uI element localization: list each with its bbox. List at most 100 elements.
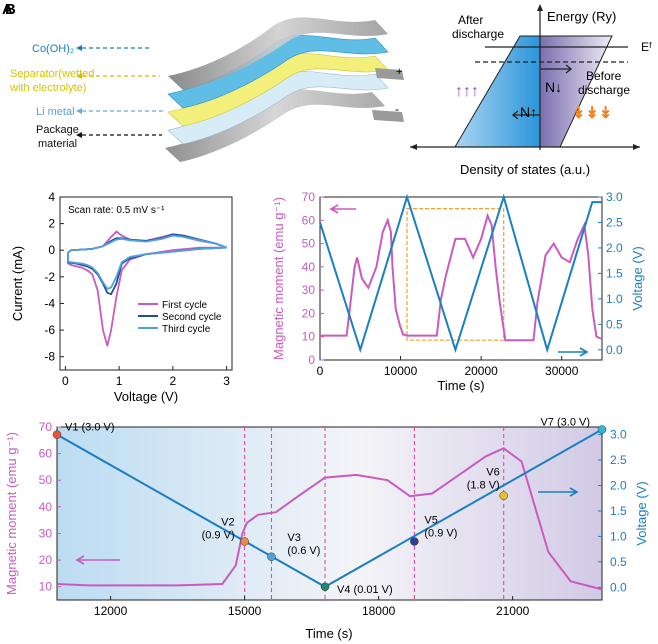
minus-sign: - [395,102,399,116]
after-label-1: After [458,13,483,27]
detail-marker-label: (0.9 V) [202,529,235,541]
label-separator-1: Separator(wetted [10,68,94,80]
detail-marker [499,491,508,500]
mag-ytick-label: 40 [302,260,316,274]
detail-marker-label: V3 [287,532,300,544]
label-package-2: material [38,138,77,150]
mag-y2tick-label: 1.5 [606,266,623,280]
n-up-label: N↑ [520,104,537,120]
mag-xtick-label: 10000 [384,364,418,378]
mag-ytick-label: 0 [308,353,315,367]
panelA-leader-lines [76,45,165,138]
cv-xtick-label: 3 [223,374,230,388]
detail-ylabel: Magnetic moment (emu g⁻¹) [4,432,19,595]
detail-marker-label: (1.8 V) [467,480,500,492]
label-li-metal: Li metal [36,106,75,118]
spin-up-arrows: ↑↑↑ [455,83,479,100]
mag-y2tick-label: 0.0 [606,343,623,357]
detail-marker-label: V7 (3.0 V) [540,417,590,429]
label-package-1: Package [36,124,79,136]
cv-series-line [67,233,227,296]
cv-legend-label: Third cycle [162,324,211,335]
cv-chart: 4 2 0 -2 -4 -6 -8 0 1 2 3 Voltage (V) Current (mA) Sc… [10,190,233,404]
dos-spin-down [540,36,612,147]
dos-diagram [410,4,640,150]
mag-moment-line [320,212,603,342]
mag-y2tick-label: 3.0 [606,190,623,204]
detail-marker [410,537,419,546]
detail-ytick-label: 60 [39,447,53,461]
detail-ytick-label: 50 [39,473,53,487]
cv-ytick-label: -4 [44,296,55,310]
detail-marker [52,430,62,439]
cv-xtick-label: 2 [170,374,177,388]
mag-ylabel: Magnetic moment (emu g⁻¹) [271,197,286,360]
n-down-label: N↓ [545,79,562,95]
cv-ylabel: Current (mA) [10,246,25,321]
mag-ytick-label: 50 [302,237,316,251]
battery-stack-illustration [165,17,404,162]
detail-marker [240,537,249,546]
cv-ytick-label: -2 [44,270,55,284]
mag-ytick-label: 30 [302,283,316,297]
detail-marker-label: V2 [221,516,234,528]
cv-annotation: Scan rate: 0.5 mV s⁻¹ [68,205,165,216]
mag-arrow-right [558,347,589,357]
magnetization-chart: 0 10 20 30 40 50 60 70 0.0 0.5 1.0 1.5 2.0 2.5 3.0 0 100… [271,190,645,393]
panel-label-a: A [2,1,13,18]
cv-legend-label: Second cycle [162,312,222,323]
before-label-2: discharge [578,83,630,97]
detail-marker-label: V1 (3.0 V) [65,422,115,434]
mag-ytick-label: 60 [302,213,316,227]
detail-y2tick-label: 1.0 [610,529,627,543]
detail-ytick-label: 30 [39,526,53,540]
detail-marker-label: (0.6 V) [287,545,320,557]
cv-series-line [67,234,227,290]
fermi-label: Eᶠ [641,40,652,54]
label-separator-2: with electrolyte) [9,82,86,94]
detail-y2tick-label: 2.0 [610,479,627,493]
spin-down-arrows: ↡↡↡ [572,105,612,122]
cv-series-line [67,230,227,347]
cv-legend-label: First cycle [162,300,207,311]
cv-frame [59,196,233,371]
cv-ytick-label: -8 [44,350,55,364]
detail-y2tick-label: 1.5 [610,504,627,518]
tab-positive [375,68,404,80]
detail-arrow-right [538,487,579,497]
detail-ytick-label: 40 [39,500,53,514]
detail-marker [267,552,276,561]
detail-xtick-label: 18000 [362,604,396,618]
dos-xlabel: Density of states (a.u.) [460,162,590,177]
detail-arrow-left [75,555,120,565]
cv-ytick-label: 0 [48,243,55,257]
detail-moment-line [56,447,603,591]
detail-background [56,426,603,601]
detail-xtick-label: 12000 [94,604,128,618]
mag-xtick-label: 20000 [464,364,498,378]
cv-xlabel: Voltage (V) [114,389,178,404]
detail-y2tick-label: 0.0 [610,580,627,594]
mag-voltage-line [319,193,602,354]
mag-y2label: Voltage (V) [630,246,645,310]
mag-y2tick-label: 1.0 [606,292,623,306]
detail-y2tick-label: 0.5 [610,555,627,569]
mag-ytick-label: 20 [302,306,316,320]
detail-marker-label: V5 [424,514,437,526]
before-label-1: Before [586,69,622,83]
cv-xtick-label: 1 [116,374,123,388]
detail-marker-label: V6 [486,467,499,479]
detail-ytick-label: 70 [39,420,53,434]
cv-ytick-label: -6 [44,323,55,337]
cv-xtick-label: 0 [62,374,69,388]
plus-sign: + [396,66,402,78]
mag-xlabel: Time (s) [437,378,484,393]
mag-y2tick-label: 0.5 [606,317,623,331]
detail-y2tick-label: 2.5 [610,453,627,467]
detail-marker [597,425,607,434]
mag-ytick-label: 10 [302,330,316,344]
detail-xtick-label: 15000 [228,604,262,618]
detail-y2tick-label: 3.0 [610,428,627,442]
mag-ytick-label: 70 [302,190,316,204]
mag-frame [319,196,603,361]
